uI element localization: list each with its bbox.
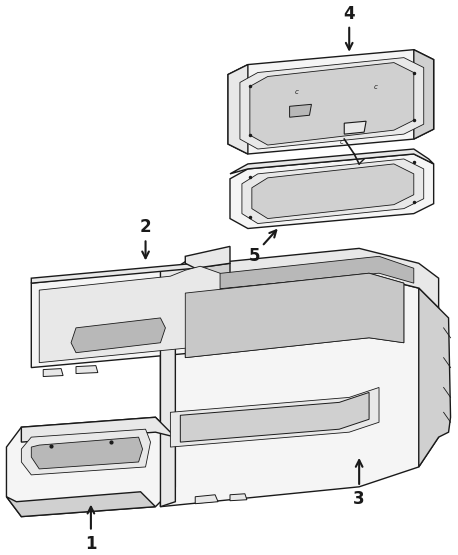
Polygon shape	[185, 273, 404, 357]
Polygon shape	[242, 159, 424, 224]
Polygon shape	[195, 263, 230, 298]
Polygon shape	[252, 164, 414, 219]
Polygon shape	[6, 492, 155, 517]
Polygon shape	[160, 293, 175, 507]
Polygon shape	[31, 253, 230, 367]
Text: 3: 3	[353, 490, 365, 508]
Polygon shape	[76, 366, 98, 374]
Polygon shape	[240, 58, 424, 149]
Polygon shape	[22, 429, 151, 475]
Text: 5: 5	[249, 248, 261, 265]
Polygon shape	[71, 318, 165, 352]
Polygon shape	[39, 266, 220, 362]
Polygon shape	[228, 50, 434, 154]
Text: c: c	[374, 84, 378, 90]
Polygon shape	[6, 417, 175, 517]
Polygon shape	[228, 64, 248, 154]
Polygon shape	[170, 387, 379, 447]
Text: c: c	[339, 139, 343, 145]
Polygon shape	[230, 154, 434, 229]
Polygon shape	[22, 417, 175, 442]
Text: c: c	[294, 89, 299, 95]
Text: 1: 1	[85, 536, 97, 553]
Polygon shape	[250, 63, 414, 145]
Polygon shape	[195, 495, 218, 504]
Polygon shape	[185, 246, 230, 268]
Text: 4: 4	[344, 5, 355, 23]
Polygon shape	[344, 121, 366, 134]
Polygon shape	[43, 369, 63, 376]
Polygon shape	[31, 437, 142, 469]
Polygon shape	[230, 494, 247, 501]
Polygon shape	[414, 50, 434, 139]
Polygon shape	[230, 149, 434, 174]
Polygon shape	[180, 392, 369, 442]
Polygon shape	[419, 288, 451, 467]
Polygon shape	[185, 273, 404, 357]
Polygon shape	[175, 256, 414, 293]
Text: 2: 2	[140, 218, 151, 235]
Polygon shape	[160, 249, 439, 308]
Polygon shape	[289, 104, 311, 117]
Polygon shape	[160, 273, 439, 507]
Polygon shape	[31, 258, 230, 283]
